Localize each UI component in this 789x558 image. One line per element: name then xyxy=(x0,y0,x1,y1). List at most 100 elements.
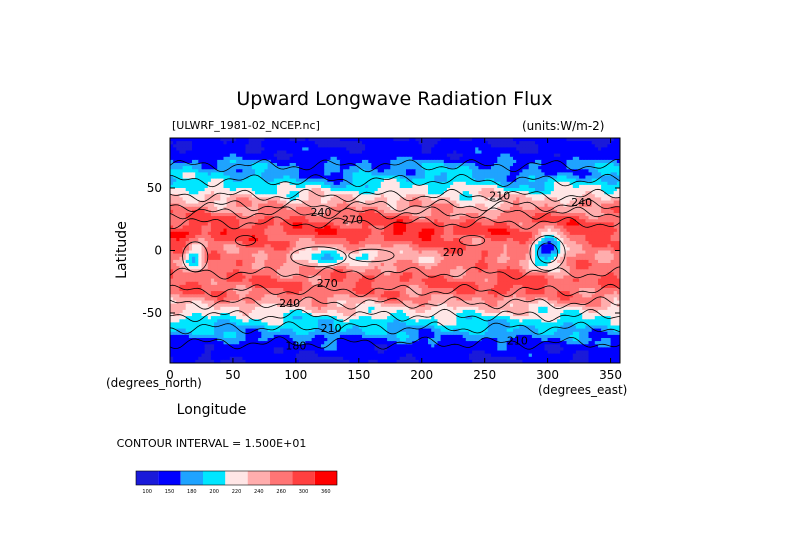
field-cell xyxy=(409,147,413,152)
field-cell xyxy=(393,197,398,202)
field-cell xyxy=(384,144,388,148)
field-cell xyxy=(616,156,620,161)
field-cell xyxy=(277,175,281,180)
field-cell xyxy=(198,209,202,214)
field-cell xyxy=(396,209,401,214)
field-cell xyxy=(339,144,344,148)
field-cell xyxy=(299,147,303,152)
field-cell xyxy=(553,222,558,227)
field-cell xyxy=(478,219,483,223)
field-cell xyxy=(321,169,325,173)
field-cell xyxy=(324,184,328,189)
field-cell xyxy=(330,219,335,223)
field-cell xyxy=(321,244,325,248)
field-cell xyxy=(569,188,574,192)
field-cell xyxy=(317,156,322,161)
field-cell xyxy=(264,200,269,205)
field-cell xyxy=(242,206,247,211)
field-cell xyxy=(327,203,331,208)
field-cell xyxy=(176,191,180,195)
field-cell xyxy=(311,238,316,242)
field-cell xyxy=(270,219,275,223)
field-cell xyxy=(484,147,489,152)
field-cell xyxy=(223,159,228,164)
field-cell xyxy=(173,172,177,177)
field-cell xyxy=(188,147,193,152)
field-cell xyxy=(469,144,473,148)
field-cell xyxy=(450,156,454,161)
field-cell xyxy=(214,200,218,205)
field-cell xyxy=(170,156,174,161)
field-cell xyxy=(475,181,479,186)
units-label: (units:W/m-2) xyxy=(522,119,605,133)
field-cell xyxy=(217,175,221,180)
field-cell xyxy=(283,231,287,236)
field-cell xyxy=(582,138,586,142)
field-cell xyxy=(339,241,344,245)
field-cell xyxy=(462,188,467,192)
field-cell xyxy=(396,150,401,155)
field-cell xyxy=(223,175,228,180)
field-cell xyxy=(582,228,586,233)
field-cell xyxy=(362,244,366,248)
field-cell xyxy=(484,197,489,202)
field-cell xyxy=(462,150,467,155)
field-cell xyxy=(497,156,501,161)
field-cell xyxy=(484,188,489,192)
field-cell xyxy=(280,238,284,242)
field-cell xyxy=(409,219,413,223)
field-cell xyxy=(201,222,206,227)
field-cell xyxy=(226,166,231,170)
field-cell xyxy=(292,200,297,205)
field-cell xyxy=(352,147,357,152)
field-cell xyxy=(374,169,379,173)
field-cell xyxy=(418,213,423,217)
field-cell xyxy=(594,231,599,236)
field-cell xyxy=(522,150,527,155)
field-cell xyxy=(261,231,265,236)
field-cell xyxy=(327,159,331,164)
field-cell xyxy=(283,181,287,186)
field-cell xyxy=(299,197,303,202)
field-cell xyxy=(440,172,445,177)
field-cell xyxy=(242,209,247,214)
field-cell xyxy=(434,163,438,167)
field-cell xyxy=(582,213,586,217)
field-cell xyxy=(531,163,536,167)
field-cell xyxy=(273,150,278,155)
field-cell xyxy=(358,206,363,211)
field-cell xyxy=(412,241,416,245)
field-cell xyxy=(585,194,590,198)
field-cell xyxy=(497,184,501,189)
field-cell xyxy=(465,219,470,223)
field-cell xyxy=(339,194,344,198)
field-cell xyxy=(192,203,196,208)
field-cell xyxy=(214,172,218,177)
field-cell xyxy=(380,172,385,177)
field-cell xyxy=(566,175,571,180)
field-cell xyxy=(192,150,196,155)
field-cell xyxy=(585,219,590,223)
field-cell xyxy=(601,219,605,223)
field-cell xyxy=(242,184,247,189)
field-cell xyxy=(409,184,413,189)
field-cell xyxy=(437,156,442,161)
field-cell xyxy=(346,231,350,236)
field-cell xyxy=(333,219,338,223)
field-cell xyxy=(204,238,209,242)
field-cell xyxy=(450,166,454,170)
field-cell xyxy=(484,191,489,195)
field-cell xyxy=(516,219,520,223)
field-cell xyxy=(384,166,388,170)
field-cell xyxy=(236,172,240,177)
field-cell xyxy=(572,153,577,158)
field-cell xyxy=(607,200,612,205)
field-cell xyxy=(321,241,325,245)
field-cell xyxy=(465,169,470,173)
field-cell xyxy=(229,209,234,214)
field-cell xyxy=(509,163,514,167)
field-cell xyxy=(251,188,256,192)
field-cell xyxy=(465,203,470,208)
chart-title: Upward Longwave Radiation Flux xyxy=(236,88,553,110)
field-cell xyxy=(333,231,338,236)
